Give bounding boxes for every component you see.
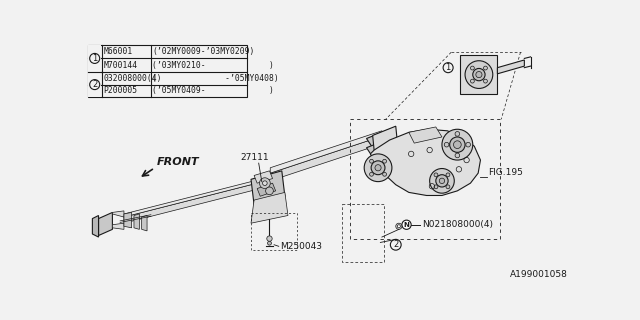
Polygon shape bbox=[372, 126, 399, 166]
Polygon shape bbox=[270, 131, 382, 173]
Text: (’03MY0210-             ): (’03MY0210- ) bbox=[152, 61, 275, 70]
Bar bbox=[251, 213, 297, 250]
Bar bbox=[88, 73, 101, 97]
Circle shape bbox=[455, 153, 460, 158]
Circle shape bbox=[484, 79, 488, 83]
Circle shape bbox=[436, 175, 448, 187]
Circle shape bbox=[375, 165, 381, 171]
Circle shape bbox=[383, 172, 387, 176]
Circle shape bbox=[402, 220, 411, 229]
Circle shape bbox=[476, 71, 482, 78]
Polygon shape bbox=[270, 136, 382, 181]
Text: A199001058: A199001058 bbox=[510, 270, 568, 279]
Circle shape bbox=[397, 225, 401, 228]
Polygon shape bbox=[113, 223, 124, 229]
Circle shape bbox=[470, 79, 474, 83]
Bar bbox=[342, 204, 384, 262]
Polygon shape bbox=[124, 183, 257, 223]
Circle shape bbox=[364, 154, 392, 182]
Circle shape bbox=[470, 66, 474, 70]
Circle shape bbox=[383, 159, 387, 163]
Polygon shape bbox=[251, 192, 288, 223]
Circle shape bbox=[434, 185, 438, 189]
Text: (              -’05MY0408): ( -’05MY0408) bbox=[152, 74, 279, 83]
Text: M700144: M700144 bbox=[103, 61, 138, 70]
Circle shape bbox=[439, 178, 445, 184]
Polygon shape bbox=[124, 212, 132, 228]
Text: FRONT: FRONT bbox=[157, 157, 200, 167]
Circle shape bbox=[473, 68, 485, 81]
Circle shape bbox=[262, 181, 267, 186]
Circle shape bbox=[369, 159, 374, 163]
Circle shape bbox=[446, 173, 450, 177]
Text: FIG.195: FIG.195 bbox=[488, 168, 523, 178]
Text: N: N bbox=[404, 222, 410, 228]
Circle shape bbox=[268, 241, 271, 245]
Polygon shape bbox=[92, 215, 99, 237]
Polygon shape bbox=[409, 127, 442, 143]
Circle shape bbox=[455, 132, 460, 136]
Polygon shape bbox=[124, 180, 257, 217]
Circle shape bbox=[444, 142, 449, 147]
Polygon shape bbox=[99, 212, 113, 236]
Circle shape bbox=[369, 172, 374, 176]
Polygon shape bbox=[367, 139, 396, 157]
Polygon shape bbox=[497, 60, 524, 74]
Text: P200005: P200005 bbox=[103, 86, 138, 95]
Bar bbox=[88, 44, 247, 97]
Bar bbox=[349, 119, 500, 239]
Circle shape bbox=[454, 141, 461, 148]
Polygon shape bbox=[254, 171, 273, 183]
Text: 27111: 27111 bbox=[241, 153, 269, 162]
Circle shape bbox=[396, 223, 402, 229]
Circle shape bbox=[484, 66, 488, 70]
Circle shape bbox=[429, 169, 454, 193]
Text: 1: 1 bbox=[92, 54, 97, 63]
Circle shape bbox=[371, 161, 385, 175]
Text: M250043: M250043 bbox=[280, 242, 323, 251]
Text: 1: 1 bbox=[445, 63, 451, 72]
Polygon shape bbox=[251, 171, 285, 205]
Text: 2: 2 bbox=[393, 240, 398, 249]
Circle shape bbox=[434, 173, 438, 177]
Polygon shape bbox=[371, 129, 481, 196]
Text: N021808000(4): N021808000(4) bbox=[422, 220, 493, 229]
Polygon shape bbox=[113, 211, 124, 217]
Polygon shape bbox=[257, 183, 276, 196]
Polygon shape bbox=[460, 55, 497, 94]
Circle shape bbox=[465, 61, 493, 88]
Circle shape bbox=[442, 129, 473, 160]
Bar bbox=[88, 45, 101, 72]
Text: M66001: M66001 bbox=[103, 47, 132, 56]
Circle shape bbox=[446, 185, 450, 189]
Circle shape bbox=[450, 137, 465, 152]
Circle shape bbox=[267, 236, 272, 241]
Polygon shape bbox=[141, 215, 147, 231]
Text: 032008000(4): 032008000(4) bbox=[103, 74, 162, 83]
Circle shape bbox=[259, 178, 270, 188]
Text: 2: 2 bbox=[92, 80, 97, 89]
Polygon shape bbox=[134, 214, 140, 229]
Polygon shape bbox=[367, 129, 396, 148]
Text: (’05MY0409-             ): (’05MY0409- ) bbox=[152, 86, 275, 95]
Text: (’02MY0009-’03MY0209): (’02MY0009-’03MY0209) bbox=[152, 47, 255, 56]
Circle shape bbox=[266, 187, 273, 195]
Circle shape bbox=[466, 142, 470, 147]
